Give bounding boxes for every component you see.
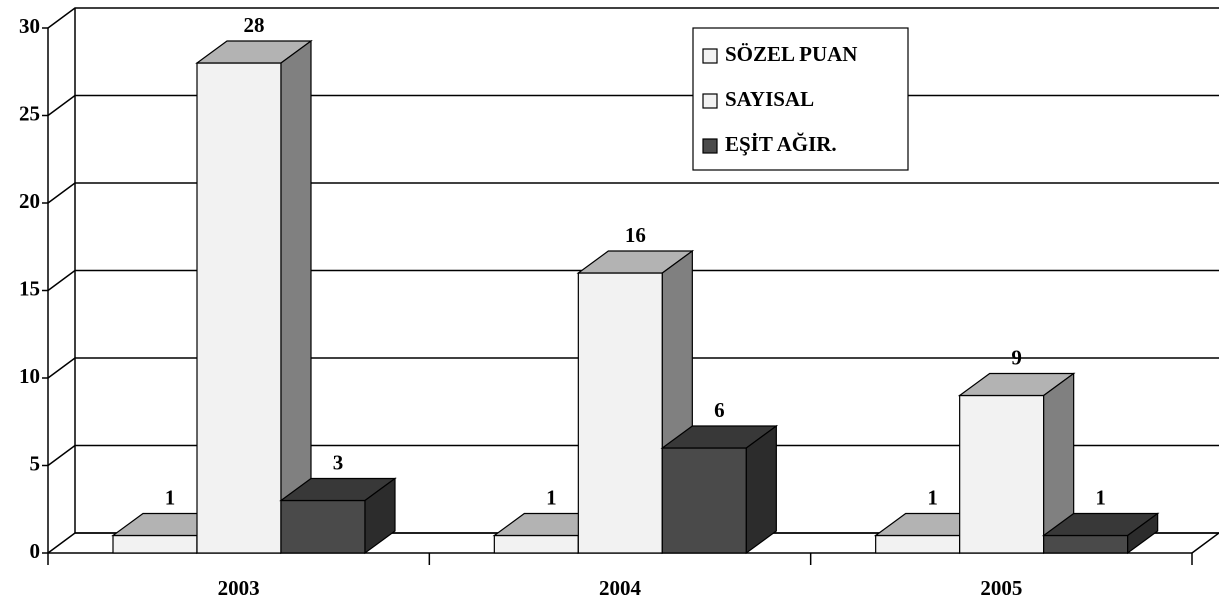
- bar-front: [661, 447, 747, 554]
- bar-front: [493, 534, 579, 554]
- data-label: 6: [714, 398, 725, 422]
- data-label: 1: [546, 485, 557, 509]
- y-tick-label: 20: [19, 189, 40, 213]
- data-label: 1: [927, 485, 938, 509]
- y-tick-label: 0: [30, 539, 41, 563]
- x-tick-label: 2003: [218, 576, 260, 600]
- data-label: 1: [1095, 485, 1106, 509]
- x-tick-label: 2005: [980, 576, 1022, 600]
- grid-line: [47, 269, 1219, 292]
- y-tick-label: 30: [19, 14, 40, 38]
- bar-front: [577, 272, 663, 554]
- grid-line: [47, 357, 1219, 379]
- y-tick-label: 15: [19, 276, 40, 300]
- x-tick-label: 2004: [599, 576, 642, 600]
- bar-side: [745, 424, 777, 555]
- grid-line: [47, 7, 1219, 29]
- legend-swatch: [702, 93, 718, 109]
- data-label: 3: [333, 450, 344, 474]
- bar-side: [364, 477, 396, 555]
- legend-label: SAYISAL: [725, 87, 814, 111]
- legend-swatch: [702, 48, 718, 64]
- bar-front: [959, 394, 1045, 554]
- grid-line: [47, 444, 1219, 467]
- y-tick-label: 5: [30, 451, 41, 475]
- bar-side: [280, 39, 312, 555]
- data-label: 1: [165, 485, 176, 509]
- bar-front: [875, 534, 961, 554]
- data-label: 16: [625, 223, 646, 247]
- grid-line: [47, 532, 1219, 554]
- y-tick-label: 25: [19, 101, 40, 125]
- legend-label: EŞİT AĞIR.: [725, 132, 837, 156]
- data-label: 9: [1011, 345, 1022, 369]
- bar-front: [112, 534, 198, 554]
- data-label: 28: [244, 13, 265, 37]
- bar-side: [1127, 512, 1159, 555]
- legend-swatch: [702, 138, 718, 154]
- legend-label: SÖZEL PUAN: [725, 42, 857, 66]
- bar-front: [280, 499, 366, 554]
- bar-front: [1043, 534, 1129, 554]
- y-tick-label: 10: [19, 364, 40, 388]
- legend-box: [692, 27, 909, 171]
- floor-right: [1191, 532, 1219, 554]
- grid-line: [47, 182, 1219, 204]
- bar-front: [196, 62, 282, 554]
